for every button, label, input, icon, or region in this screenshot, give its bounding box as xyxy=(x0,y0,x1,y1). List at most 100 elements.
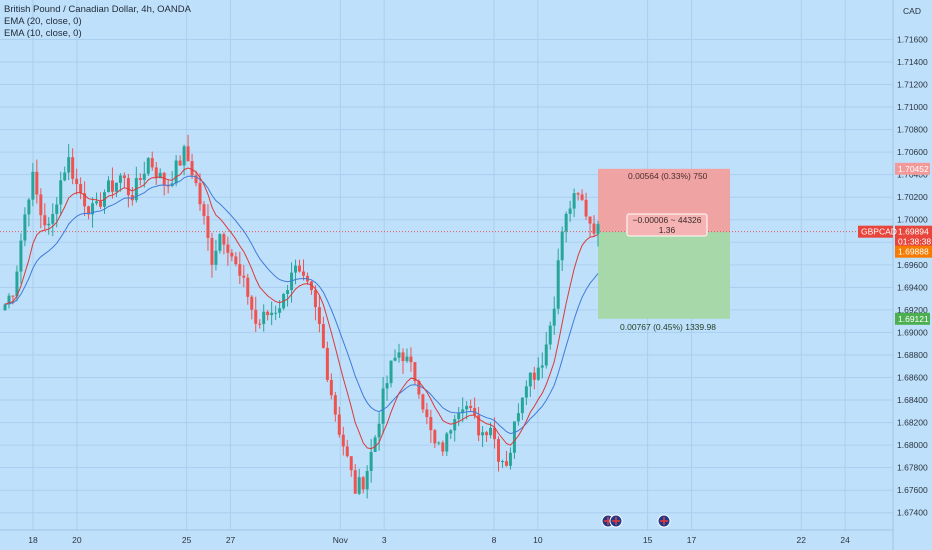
candle-body xyxy=(397,352,401,358)
candle-body xyxy=(353,470,357,494)
long-position-tool[interactable]: 0.00564 (0.33%) 750 0.00767 (0.45%) 1339.… xyxy=(0,168,893,332)
candle-body xyxy=(317,307,321,325)
candle-body xyxy=(15,271,19,297)
time-tick[interactable]: 25 xyxy=(182,535,192,545)
price-tick[interactable]: 1.71600 xyxy=(897,34,928,44)
candle-body xyxy=(453,419,457,431)
candle-body xyxy=(274,312,278,314)
candle-body xyxy=(373,437,377,452)
candle-body xyxy=(43,215,47,226)
target-zone[interactable] xyxy=(598,231,730,319)
flag-icon-cross xyxy=(612,517,620,525)
candle-body xyxy=(286,290,290,295)
price-tick[interactable]: 1.71400 xyxy=(897,57,928,67)
flag-icon-cross xyxy=(660,517,668,525)
candle-body xyxy=(71,157,75,179)
price-tick[interactable]: 1.68000 xyxy=(897,440,928,450)
candle-body xyxy=(301,271,305,276)
candle-body xyxy=(190,161,194,176)
candle-body xyxy=(210,237,214,265)
candle-body xyxy=(381,388,385,424)
time-tick[interactable]: 18 xyxy=(28,535,38,545)
candle-body xyxy=(584,199,588,217)
flag-icon[interactable] xyxy=(609,514,623,528)
symbol-title[interactable]: British Pound / Canadian Dollar, 4h, OAN… xyxy=(4,4,191,15)
time-tick[interactable]: 27 xyxy=(226,535,236,545)
candle-body xyxy=(67,157,71,173)
candle-body xyxy=(166,185,170,187)
candle-body xyxy=(500,461,504,463)
time-axis[interactable]: 18202527Nov38101517222429Dec6 xyxy=(0,529,932,545)
price-tick[interactable]: 1.69200 xyxy=(897,305,928,315)
time-tick[interactable]: 3 xyxy=(382,535,387,545)
price-tick[interactable]: 1.68600 xyxy=(897,373,928,383)
price-tick[interactable]: 1.70200 xyxy=(897,192,928,202)
price-tick[interactable]: 1.68800 xyxy=(897,350,928,360)
price-tick[interactable]: 1.71200 xyxy=(897,80,928,90)
ema20-legend[interactable]: EMA (20, close, 0) xyxy=(4,16,82,27)
time-tick[interactable]: 10 xyxy=(533,535,543,545)
candle-body xyxy=(497,439,501,462)
event-markers[interactable] xyxy=(601,514,671,528)
price-tick[interactable]: 1.70800 xyxy=(897,125,928,135)
time-tick[interactable]: 20 xyxy=(72,535,82,545)
time-tick[interactable]: 22 xyxy=(797,535,807,545)
candle-body xyxy=(142,173,146,180)
candle-body xyxy=(429,416,433,431)
candle-body xyxy=(437,442,441,444)
price-tick[interactable]: 1.67600 xyxy=(897,485,928,495)
candle-body xyxy=(560,231,564,261)
price-tick[interactable]: 1.71000 xyxy=(897,102,928,112)
candle-body xyxy=(3,304,7,311)
candle-body xyxy=(51,213,55,224)
center-label-box[interactable] xyxy=(626,213,708,237)
candle-body xyxy=(532,372,536,380)
candle-body xyxy=(321,324,325,348)
price-tick[interactable]: 1.67800 xyxy=(897,463,928,473)
time-tick[interactable]: Nov xyxy=(333,535,349,545)
ema-price-badge-bg xyxy=(895,245,932,258)
candle-body xyxy=(357,477,361,494)
time-tick[interactable]: 24 xyxy=(840,535,850,545)
candle-body xyxy=(536,367,540,380)
candle-body xyxy=(294,265,298,273)
ema10-legend[interactable]: EMA (10, close, 0) xyxy=(4,28,82,39)
price-tick[interactable]: 1.69600 xyxy=(897,260,928,270)
candle-body xyxy=(47,223,51,226)
countdown-badge-bg xyxy=(895,235,932,248)
candle-body xyxy=(262,311,266,324)
candle-body xyxy=(158,172,162,179)
candle-body xyxy=(528,372,532,387)
candle-body xyxy=(489,427,493,436)
price-tick[interactable]: 1.70600 xyxy=(897,147,928,157)
candle-body xyxy=(234,256,238,265)
center-label-line2: 1.36 xyxy=(659,225,676,235)
price-tick[interactable]: 1.68200 xyxy=(897,418,928,428)
price-tick[interactable]: 1.69400 xyxy=(897,282,928,292)
price-tick[interactable]: 1.70000 xyxy=(897,215,928,225)
time-tick[interactable]: 8 xyxy=(492,535,497,545)
target-price-badge: 1.69121 xyxy=(898,314,929,324)
candle-body xyxy=(118,175,122,183)
candle-body xyxy=(485,432,489,436)
price-tick[interactable]: 1.68400 xyxy=(897,395,928,405)
price-tick[interactable]: 1.67400 xyxy=(897,508,928,518)
price-axis[interactable]: CAD 1.71600 1.71400 1.71200 1.71000 1.70800 1.… xyxy=(892,0,932,550)
candle-body xyxy=(214,250,218,265)
candle-body xyxy=(449,430,453,434)
price-tick[interactable]: 1.69000 xyxy=(897,327,928,337)
stop-price-badge: 1.70452 xyxy=(898,164,929,174)
symbol-badge-bg xyxy=(858,225,893,238)
flag-icon[interactable] xyxy=(657,514,671,528)
candle-body xyxy=(258,323,262,325)
time-tick[interactable]: 15 xyxy=(643,535,653,545)
candle-body xyxy=(59,180,63,205)
candle-body xyxy=(146,158,150,174)
candle-body xyxy=(369,451,373,472)
ema-lines xyxy=(4,167,599,450)
candle-body xyxy=(512,421,516,453)
candle-body xyxy=(106,180,110,193)
time-tick[interactable]: 17 xyxy=(687,535,697,545)
